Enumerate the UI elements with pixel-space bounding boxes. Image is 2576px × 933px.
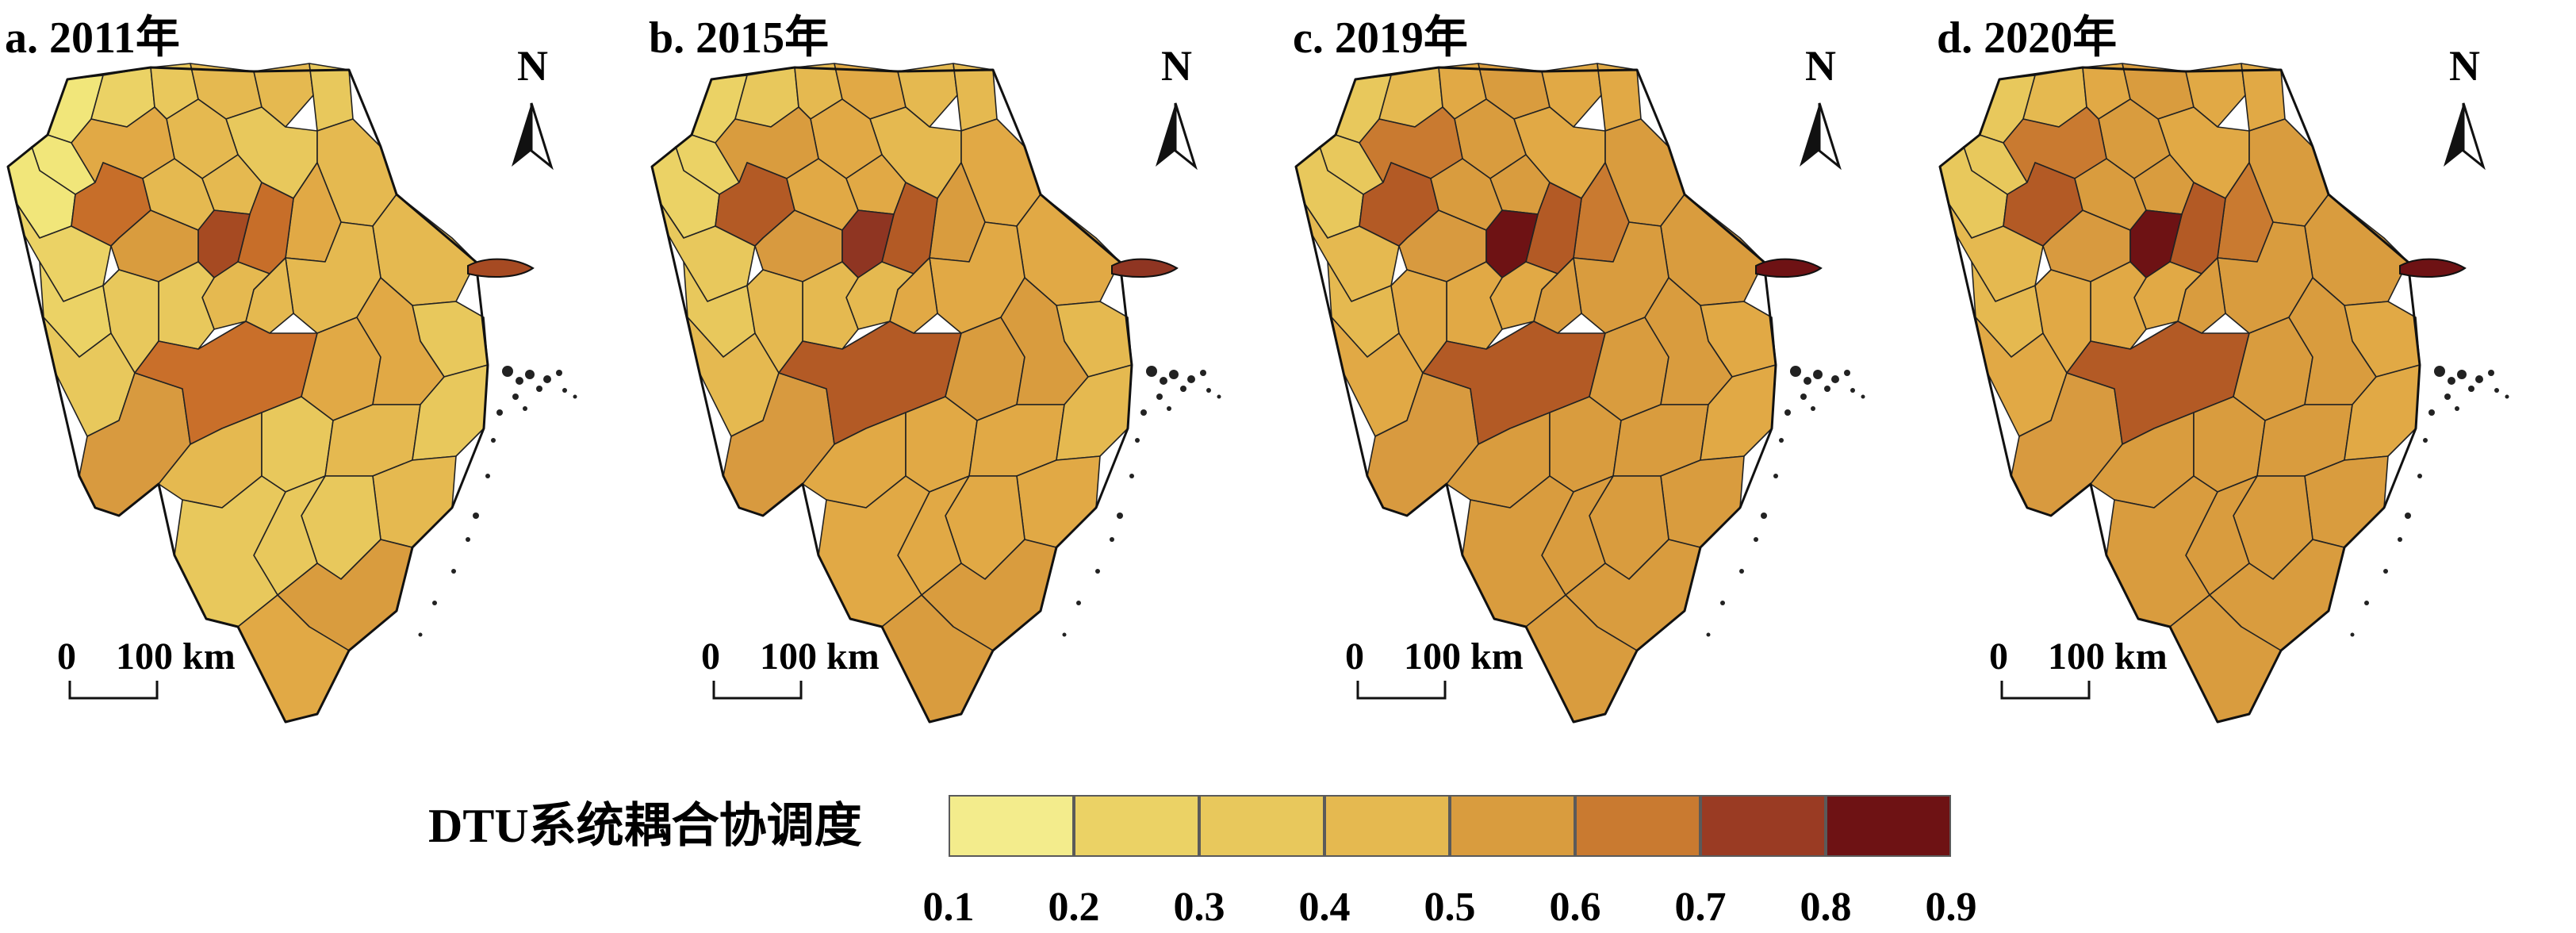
legend-title: DTU系统耦合协调度: [428, 800, 862, 852]
region: [253, 63, 314, 128]
scale-bar: [2000, 681, 2091, 700]
region-outline: [650, 66, 1133, 724]
scale-zero-label: 0: [57, 635, 76, 678]
scale-distance-label: 100 km: [116, 635, 236, 678]
legend-swatch: [1199, 795, 1324, 857]
legend-tick-label: 0.8: [1800, 885, 1852, 930]
legend-tick-label: 0.1: [922, 885, 975, 930]
legend-tick-label: 0.3: [1173, 885, 1225, 930]
map-svg: [1294, 63, 1865, 724]
legend-tick-label: 0.5: [1424, 885, 1476, 930]
north-arrow-icon: [1156, 102, 1198, 171]
map-panel: a. 2011年 N 0 100 km: [0, 0, 644, 738]
north-arrow-icon: [2444, 102, 2486, 171]
north-arrow-icon: [1800, 102, 1842, 171]
scale-bar: [712, 681, 803, 700]
legend-swatch: [1324, 795, 1450, 857]
scale-zero-label: 0: [1989, 635, 2008, 678]
scale-distance-label: 100 km: [1404, 635, 1524, 678]
map-panel: b. 2015年 N 0 100 km: [644, 0, 1288, 738]
panel-title: a. 2011年: [5, 13, 180, 63]
scale-bar: [1356, 681, 1447, 700]
region-group: [7, 63, 489, 723]
region: [2185, 63, 2246, 128]
north-arrow-icon: [512, 102, 554, 171]
map-svg: [6, 63, 577, 724]
legend-tick-label: 0.4: [1298, 885, 1351, 930]
legend-swatch: [1826, 795, 1951, 857]
region: [1541, 63, 1602, 128]
north-label: N: [1161, 42, 1192, 90]
legend-tick-label: 0.9: [1925, 885, 1977, 930]
map-svg: [650, 63, 1221, 724]
region-outline: [6, 66, 489, 724]
region-group: [1939, 63, 2421, 723]
coastal-islands: [1706, 366, 1865, 637]
scale-zero-label: 0: [701, 635, 720, 678]
map-panel: d. 2020年 N 0 100 km: [1932, 0, 2576, 738]
north-label: N: [1805, 42, 1836, 90]
panel-title: c. 2019年: [1293, 13, 1468, 63]
chongming-island: [2399, 258, 2467, 278]
scale-bar: [68, 681, 159, 700]
coastal-islands: [2350, 366, 2509, 637]
legend-swatch: [1575, 795, 1700, 857]
north-label: N: [2449, 42, 2480, 90]
panel-title: b. 2015年: [649, 13, 830, 63]
legend: DTU系统耦合协调度 0.1 0.2 0.3 0.4 0.5 0.6 0.7 0.8 0.9: [0, 738, 2576, 933]
north-label: N: [517, 42, 548, 90]
legend-tick-label: 0.2: [1048, 885, 1100, 930]
region-outline: [1938, 66, 2421, 724]
scale-zero-label: 0: [1345, 635, 1364, 678]
legend-tick-label: 0.6: [1549, 885, 1601, 930]
coastal-islands: [1062, 366, 1221, 637]
scale-distance-label: 100 km: [2048, 635, 2168, 678]
chongming-island: [1755, 258, 1823, 278]
panel-title: d. 2020年: [1937, 13, 2118, 63]
chongming-island: [467, 258, 535, 278]
scale-distance-label: 100 km: [760, 635, 880, 678]
map-svg: [1938, 63, 2509, 724]
legend-swatch: [1074, 795, 1199, 857]
coastal-islands: [418, 366, 577, 637]
region-group: [651, 63, 1133, 723]
legend-swatch: [949, 795, 1074, 857]
legend-tick-label: 0.7: [1674, 885, 1727, 930]
region: [897, 63, 958, 128]
map-panel: c. 2019年 N 0 100 km: [1288, 0, 1932, 738]
legend-swatch: [1450, 795, 1575, 857]
region-outline: [1294, 66, 1777, 724]
region-group: [1295, 63, 1777, 723]
chongming-island: [1111, 258, 1179, 278]
legend-swatch: [1700, 795, 1826, 857]
